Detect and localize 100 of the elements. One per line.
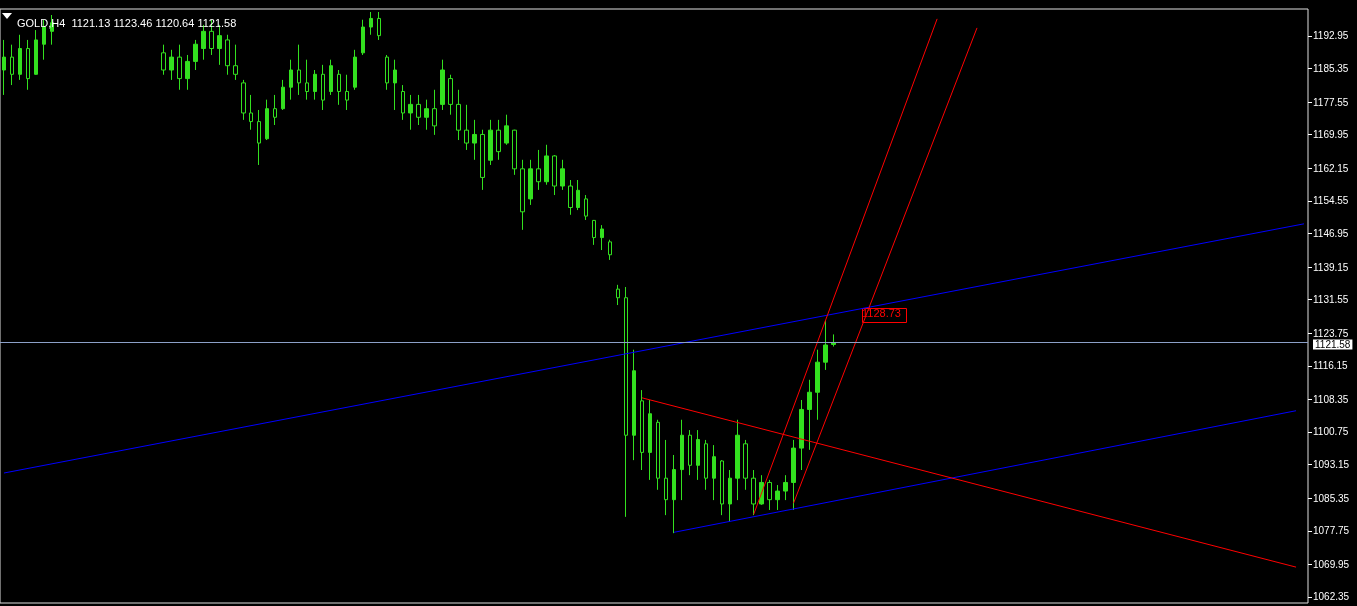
candlestick <box>161 44 166 76</box>
candlestick <box>26 39 30 91</box>
candlestick <box>632 349 636 461</box>
candlestick <box>815 349 820 421</box>
candlestick <box>353 49 357 91</box>
candlestick <box>720 459 724 516</box>
candlestick <box>512 129 517 176</box>
candlestick <box>576 179 580 211</box>
candlestick <box>743 439 748 491</box>
candlestick <box>225 34 230 76</box>
candlestick <box>783 474 788 501</box>
candlestick <box>807 379 812 451</box>
candlestick <box>385 54 389 91</box>
candlestick <box>345 74 349 111</box>
candlestick <box>432 89 437 136</box>
candlestick <box>289 59 293 101</box>
candlestick <box>704 439 708 491</box>
candlestick <box>464 104 469 151</box>
candlestick <box>281 79 285 111</box>
y-tick-label: 1108.35 <box>1313 393 1349 405</box>
candlestick <box>480 129 485 191</box>
candlestick <box>416 94 421 126</box>
candlestick <box>656 419 660 491</box>
candlestick <box>185 54 190 91</box>
candlestick <box>791 439 796 511</box>
y-tick-label: 1169.95 <box>1313 129 1349 141</box>
candlestick <box>648 399 652 481</box>
candlestick <box>664 439 668 516</box>
y-tick-label: 1062.35 <box>1313 591 1350 603</box>
candlestick <box>712 444 716 501</box>
y-tick-label: 1116.15 <box>1313 360 1349 372</box>
candlestick <box>496 119 501 161</box>
y-tick-label: 1192.95 <box>1313 30 1349 42</box>
candlestick <box>265 99 269 141</box>
candlestick <box>249 94 253 131</box>
candlestick <box>408 94 413 131</box>
candlestick <box>751 469 756 516</box>
y-tick-label: 1146.95 <box>1313 228 1349 239</box>
candlestick <box>305 59 309 101</box>
candlestick <box>528 159 533 206</box>
candlestick <box>329 59 333 96</box>
y-tick-label: 1100.75 <box>1313 426 1349 438</box>
candlestick <box>504 114 509 146</box>
candlestick <box>600 224 604 251</box>
candlestick <box>233 44 238 81</box>
candlestick <box>361 19 365 56</box>
candlestick <box>520 159 525 231</box>
candlestick <box>823 319 828 371</box>
y-tick-label: 1069.95 <box>1313 558 1350 570</box>
candlestick <box>472 119 477 161</box>
candlestick <box>728 469 732 523</box>
candlestick <box>544 144 549 186</box>
candlestick <box>193 39 198 71</box>
candlestick <box>10 44 14 86</box>
candlestick <box>552 154 557 196</box>
candlestick <box>337 69 341 106</box>
candlestick <box>775 484 780 511</box>
y-tick-label: 1162.15 <box>1313 162 1349 174</box>
y-tick-label: 1085.35 <box>1313 492 1350 504</box>
candlestick <box>369 11 373 36</box>
candlestick <box>401 84 405 121</box>
candlestick <box>767 479 772 511</box>
y-tick-label: 1185.35 <box>1313 63 1349 75</box>
candlestick <box>536 149 541 191</box>
candlestick <box>273 94 277 126</box>
candlestick <box>624 286 628 518</box>
candlestick <box>560 159 565 191</box>
candlestick <box>688 429 692 476</box>
candlestick <box>177 44 182 91</box>
candlestick <box>297 44 301 96</box>
candlestick <box>592 219 596 246</box>
annotation: 1128.73 <box>862 306 901 319</box>
candlestick <box>2 39 6 96</box>
candlestick <box>424 99 429 131</box>
candlestick <box>34 29 38 76</box>
candlestick <box>169 49 174 81</box>
candlestick <box>456 89 461 141</box>
candlestick <box>640 389 644 471</box>
candlestick <box>393 59 397 111</box>
candlestick <box>488 119 493 166</box>
candlestick <box>257 109 261 166</box>
candlestick <box>672 454 676 534</box>
ref-line-label: 1121.58 <box>1315 339 1351 350</box>
candlestick <box>584 194 588 221</box>
candlestick <box>440 59 445 111</box>
y-tick-label: 1077.75 <box>1313 525 1350 537</box>
y-tick-label: 1154.55 <box>1313 195 1349 207</box>
candlestick <box>696 429 700 481</box>
candlestick <box>313 69 317 101</box>
y-tick-label: 1093.15 <box>1313 459 1350 471</box>
candlestick <box>568 179 573 216</box>
y-tick-label: 1131.55 <box>1313 294 1349 306</box>
candlestick <box>616 284 620 306</box>
candlestick <box>799 399 804 471</box>
candlestick <box>448 74 453 116</box>
candlestick <box>608 239 612 261</box>
candlestick <box>735 419 740 501</box>
candlestick <box>680 419 684 501</box>
candlestick <box>18 34 22 81</box>
candlestick <box>377 11 381 41</box>
